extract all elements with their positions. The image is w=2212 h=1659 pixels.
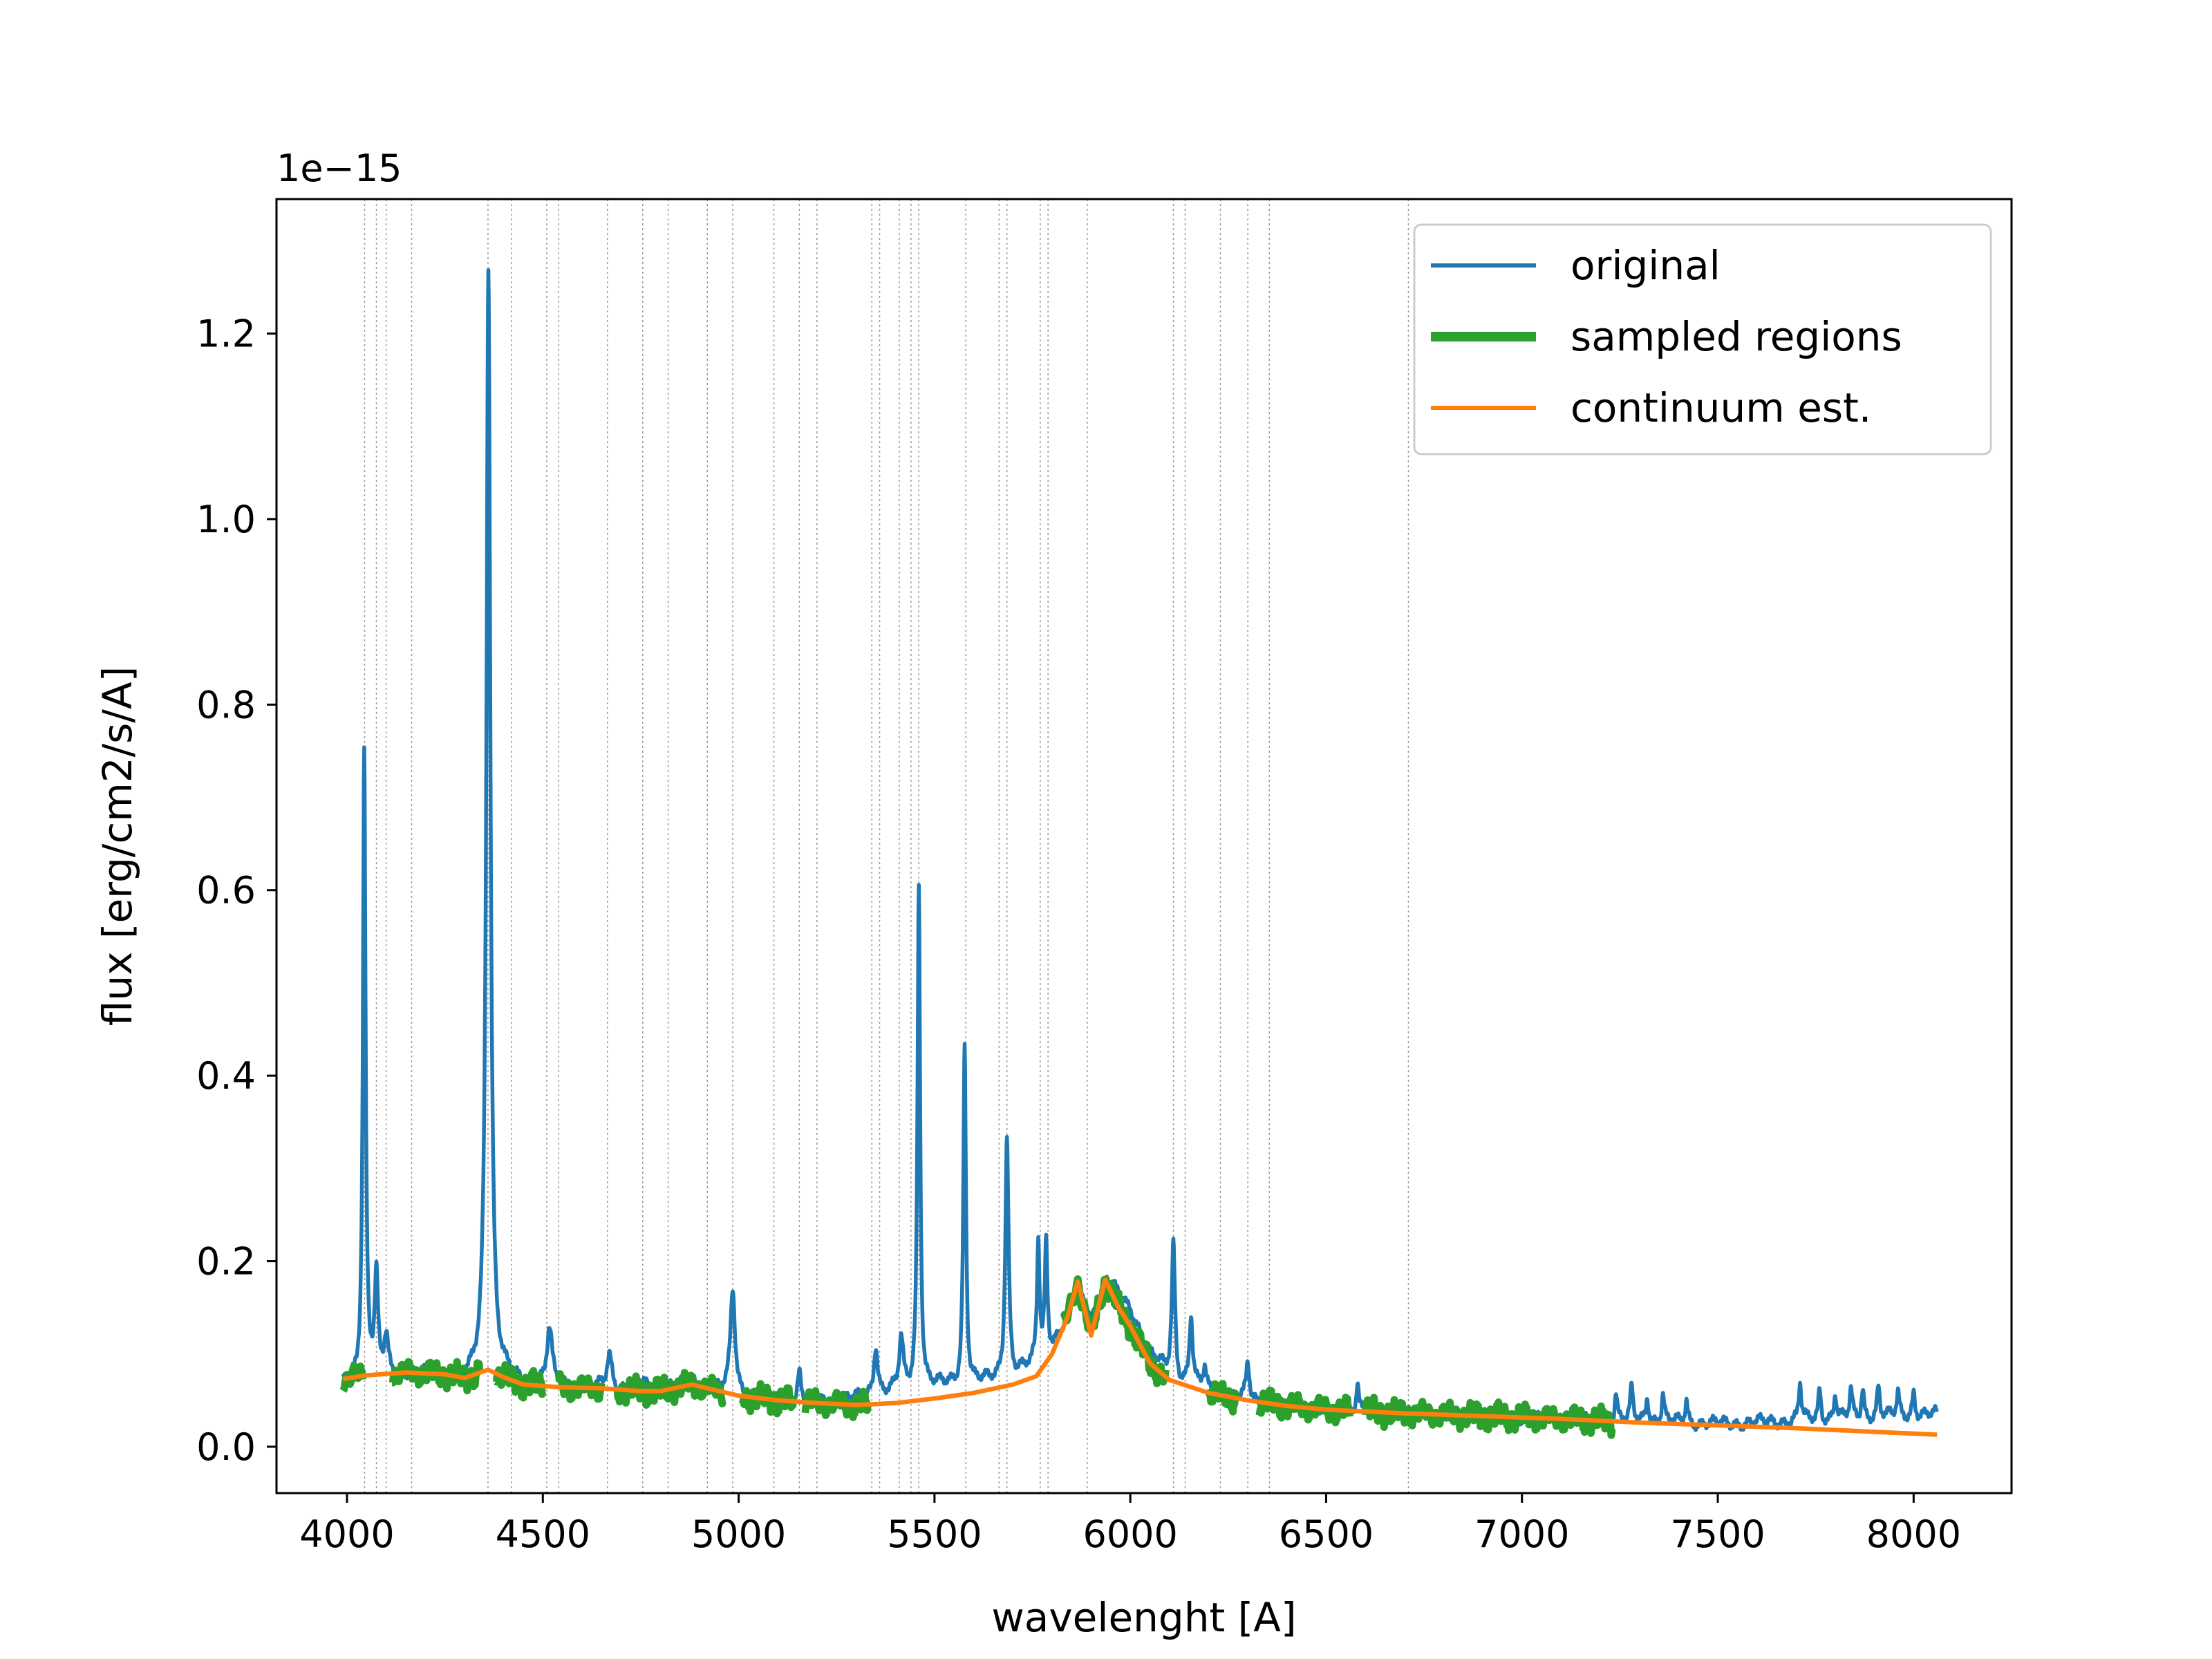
- plot-lines: [339, 268, 1939, 1439]
- x-tick-label: 4500: [496, 1512, 590, 1556]
- series-sampled-region: [738, 1380, 798, 1418]
- x-axis: 4000 4500 5000 5500 6000 6500 7000 7500 8000: [299, 1493, 1961, 1556]
- y-tick-label: 0.6: [196, 869, 256, 912]
- series-sampled-region: [1361, 1394, 1616, 1439]
- x-tick-label: 5000: [691, 1512, 786, 1556]
- x-axis-label: wavelenght [A]: [991, 1594, 1296, 1641]
- series-sampled-region: [492, 1361, 547, 1402]
- legend-label-sampled-regions: sampled regions: [1571, 313, 1902, 360]
- series-continuum: [342, 1277, 1938, 1437]
- legend: original sampled regions continuum est.: [1413, 223, 1992, 456]
- x-tick-label: 7000: [1474, 1512, 1569, 1556]
- x-tick-label: 8000: [1866, 1512, 1961, 1556]
- x-tick-label: 5500: [887, 1512, 982, 1556]
- y-axis-label: flux [erg/cm2/s/A]: [94, 666, 141, 1026]
- x-tick-label: 6500: [1279, 1512, 1374, 1556]
- legend-label-continuum: continuum est.: [1571, 384, 1871, 431]
- x-tick-label: 4000: [299, 1512, 394, 1556]
- y-tick-label: 0.8: [196, 683, 256, 727]
- series-sampled-region: [801, 1387, 872, 1421]
- x-tick-label: 6000: [1082, 1512, 1177, 1556]
- y-offset-label: 1e−15: [276, 147, 402, 190]
- y-axis: 0.0 0.2 0.4 0.6 0.8 1.0 1.2: [196, 312, 276, 1469]
- legend-label-original: original: [1571, 242, 1721, 289]
- x-tick-label: 7500: [1670, 1512, 1765, 1556]
- y-tick-label: 0.4: [196, 1054, 256, 1098]
- y-tick-label: 0.0: [196, 1425, 256, 1469]
- plot-frame: [275, 198, 2013, 1494]
- y-tick-label: 1.0: [196, 498, 256, 541]
- y-tick-label: 0.2: [196, 1240, 256, 1284]
- y-tick-label: 1.2: [196, 312, 256, 356]
- legend-frame: [1413, 223, 1992, 456]
